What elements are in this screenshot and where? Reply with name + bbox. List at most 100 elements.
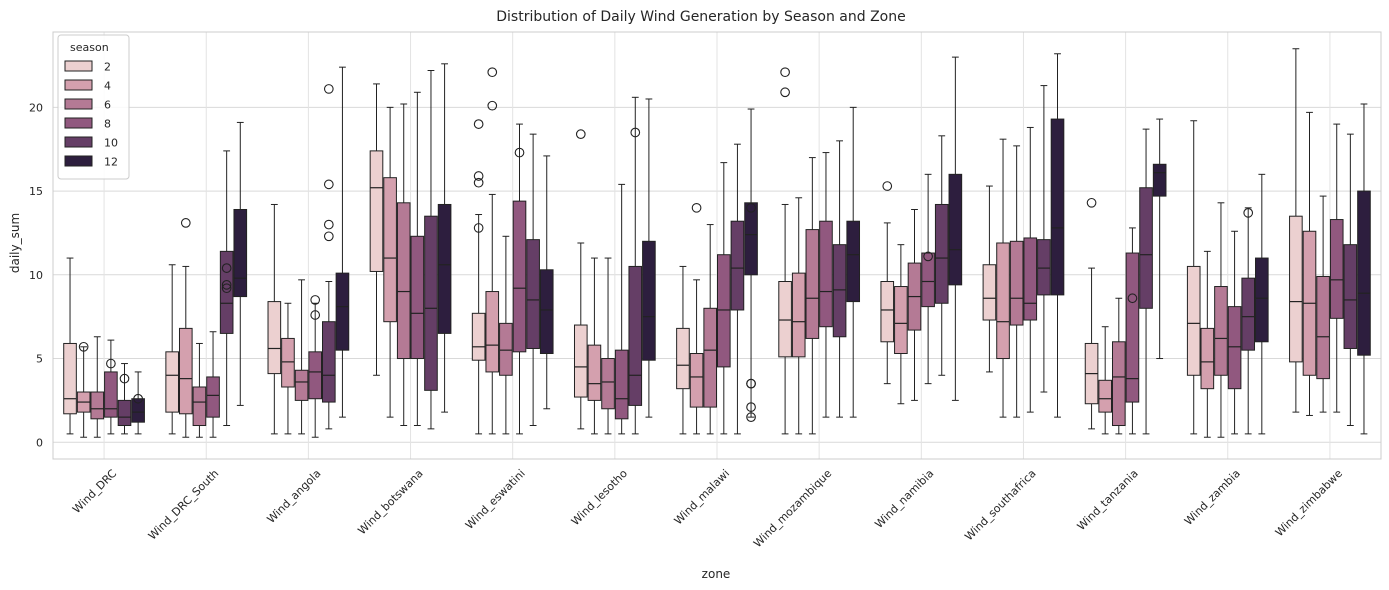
box [703, 224, 718, 435]
box-body [676, 327, 690, 390]
box [308, 295, 323, 438]
box [996, 138, 1010, 418]
box [383, 106, 397, 418]
box [1084, 197, 1099, 430]
legend-entry: 6 [104, 99, 111, 112]
flier-point [780, 67, 790, 78]
flier-point [119, 373, 130, 384]
box-body [1009, 240, 1024, 326]
flier-point [746, 202, 756, 213]
x-tick-label: Wind_mozambique [751, 467, 834, 550]
box-body [1329, 219, 1344, 319]
legend-swatch [64, 136, 93, 148]
flier-point [180, 218, 191, 228]
box-body [703, 307, 718, 408]
x-tick-labels: Wind_DRC Wind_DRC_South Wind_angola Wind_bo… [70, 467, 1345, 550]
box-body [485, 291, 500, 373]
flier-point [514, 147, 525, 158]
box [369, 83, 384, 376]
box [628, 96, 643, 435]
flier-point [1243, 207, 1254, 218]
box [539, 155, 554, 410]
box [846, 106, 861, 418]
flier-point [923, 251, 933, 262]
x-tick-label: Wind_lesotho [569, 467, 630, 528]
plot-frame [52, 31, 1382, 460]
box-body [996, 242, 1010, 360]
box-body [1357, 190, 1371, 356]
box-body [717, 254, 731, 368]
box [934, 135, 949, 376]
box [982, 185, 997, 373]
box [1302, 111, 1317, 416]
box-body [294, 369, 309, 401]
x-tick-label: Wind_angola [265, 467, 324, 526]
box [1329, 123, 1344, 413]
flier-point [487, 100, 498, 111]
x-tick-label: Wind_zimbabwe [1273, 467, 1345, 539]
box [294, 279, 309, 435]
box [117, 363, 132, 435]
box [410, 91, 425, 427]
box-body [471, 312, 486, 361]
box-body [396, 202, 411, 360]
box-body [587, 344, 602, 401]
box-body [819, 220, 833, 328]
box [437, 63, 452, 413]
box-body [614, 349, 629, 420]
box [485, 67, 500, 435]
box-body [982, 264, 997, 321]
box [921, 173, 935, 385]
box-body [1255, 257, 1269, 343]
y-tick-label: 0 [36, 436, 43, 449]
box [281, 302, 295, 435]
box-body [369, 150, 384, 272]
box-body [778, 281, 792, 358]
flier-point [882, 181, 893, 191]
box-body [267, 301, 282, 375]
box [178, 218, 193, 438]
box [948, 56, 963, 401]
box-body [117, 399, 132, 427]
flier-point [487, 67, 498, 78]
box-body [410, 235, 425, 360]
flier-point [780, 87, 790, 98]
legend-swatch [64, 98, 93, 110]
box [90, 336, 105, 438]
x-tick-label: Wind_tanzania [1075, 467, 1141, 533]
box-body [1111, 341, 1126, 427]
flier-point [630, 127, 641, 138]
box [471, 119, 486, 435]
box-body [1200, 327, 1215, 390]
y-tick-label: 10 [29, 269, 43, 282]
box-body [1289, 215, 1303, 363]
box-body [104, 371, 118, 418]
box-body [206, 376, 220, 418]
box [587, 257, 602, 435]
box [512, 123, 527, 435]
box [104, 339, 118, 435]
box [1186, 120, 1201, 435]
flier-point [1086, 197, 1097, 208]
box-body [934, 203, 949, 304]
box [1023, 126, 1038, 413]
flier-point [133, 393, 143, 404]
box-body [832, 244, 847, 338]
box-body [601, 358, 615, 410]
box-body [791, 272, 806, 358]
box [1316, 195, 1330, 413]
box-body [63, 342, 77, 415]
box [219, 150, 234, 427]
box [1241, 207, 1256, 435]
box [322, 84, 336, 430]
box-groups [63, 48, 1371, 438]
box [1357, 103, 1371, 435]
box-body [805, 229, 820, 339]
box-body [335, 272, 350, 351]
box [1037, 85, 1051, 393]
flier-point [106, 358, 116, 369]
box-body [689, 353, 704, 408]
box [267, 203, 282, 435]
box [1098, 326, 1112, 435]
box [396, 103, 411, 427]
